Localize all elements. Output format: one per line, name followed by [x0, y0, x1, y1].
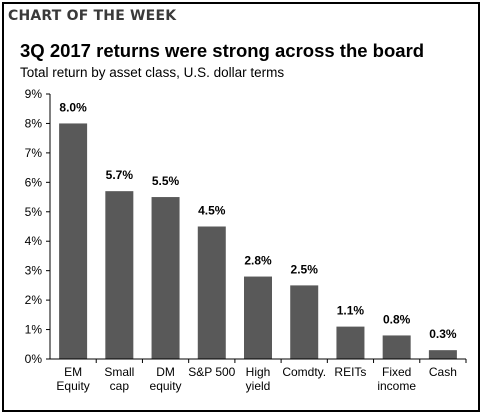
- bar: [336, 326, 365, 359]
- x-tick-label-line: DM: [156, 365, 175, 379]
- bar: [105, 191, 134, 359]
- y-tick-label: 2%: [25, 293, 43, 307]
- y-tick-label: 7%: [25, 146, 43, 160]
- x-axis: EM Equity Small cap DM equity S&P 500 High yield…: [50, 358, 467, 393]
- bar: [428, 350, 457, 359]
- x-tick-label: Cash: [429, 365, 457, 379]
- data-label: 0.8%: [383, 312, 411, 326]
- y-tick-label: 5%: [25, 205, 43, 219]
- bar: [244, 276, 272, 359]
- x-tick-label-line: High: [246, 365, 271, 379]
- y-tick-label: 0%: [25, 352, 43, 366]
- x-tick-label-line: REITs: [334, 365, 366, 379]
- x-tick-label: Fixed income: [377, 365, 416, 393]
- x-tick-label-line: Cash: [429, 365, 457, 379]
- bar: [290, 285, 319, 359]
- x-tick-label-line: Small: [104, 365, 134, 379]
- chart-title: 3Q 2017 returns were strong across the b…: [20, 40, 425, 61]
- x-tick-label: EM Equity: [56, 365, 89, 393]
- data-label: 2.8%: [244, 254, 272, 268]
- bar: [151, 197, 180, 359]
- x-tick-label: DM equity: [150, 365, 182, 393]
- data-label: 0.3%: [429, 327, 457, 341]
- bars: 8.0% 5.7% 5.5% 4.5% 2.8% 2.5% 1.1% 0.8% 0.3%: [59, 100, 457, 359]
- y-axis: 0% 1% 2% 3% 4% 5% 6% 7% 8% 9%: [25, 87, 51, 366]
- data-label: 8.0%: [59, 100, 87, 114]
- x-tick-label: S&P 500: [188, 365, 235, 379]
- x-tick-label: REITs: [334, 365, 366, 379]
- x-tick-label-line: S&P 500: [188, 365, 235, 379]
- data-label: 2.5%: [291, 262, 319, 276]
- y-tick-label: 3%: [25, 264, 43, 278]
- x-tick-label-line: income: [377, 379, 416, 393]
- x-tick-label-line: Fixed: [382, 365, 411, 379]
- y-tick-label: 8%: [25, 116, 43, 130]
- data-label: 4.5%: [198, 204, 226, 218]
- data-label: 1.1%: [337, 304, 365, 318]
- x-tick-label: Comdty.: [282, 365, 326, 379]
- x-tick-label: High yield: [246, 365, 271, 393]
- x-tick-label-line: yield: [246, 379, 271, 393]
- kicker-label: CHART OF THE WEEK: [8, 8, 177, 24]
- bar: [382, 335, 411, 359]
- x-tick-label: Small cap: [104, 365, 134, 393]
- x-tick-label-line: EM: [64, 365, 82, 379]
- y-tick-label: 6%: [25, 175, 43, 189]
- x-tick-label-line: cap: [110, 379, 130, 393]
- bar: [59, 123, 88, 359]
- data-label: 5.5%: [152, 174, 180, 188]
- x-tick-label-line: Comdty.: [282, 365, 326, 379]
- y-tick-label: 1%: [25, 323, 43, 337]
- data-label: 5.7%: [106, 168, 134, 182]
- y-tick-label: 9%: [25, 87, 43, 101]
- x-tick-label-line: equity: [150, 379, 182, 393]
- chart-subtitle: Total return by asset class, U.S. dollar…: [20, 65, 285, 80]
- x-tick-label-line: Equity: [56, 379, 89, 393]
- bar: [197, 226, 226, 359]
- y-tick-label: 4%: [25, 234, 43, 248]
